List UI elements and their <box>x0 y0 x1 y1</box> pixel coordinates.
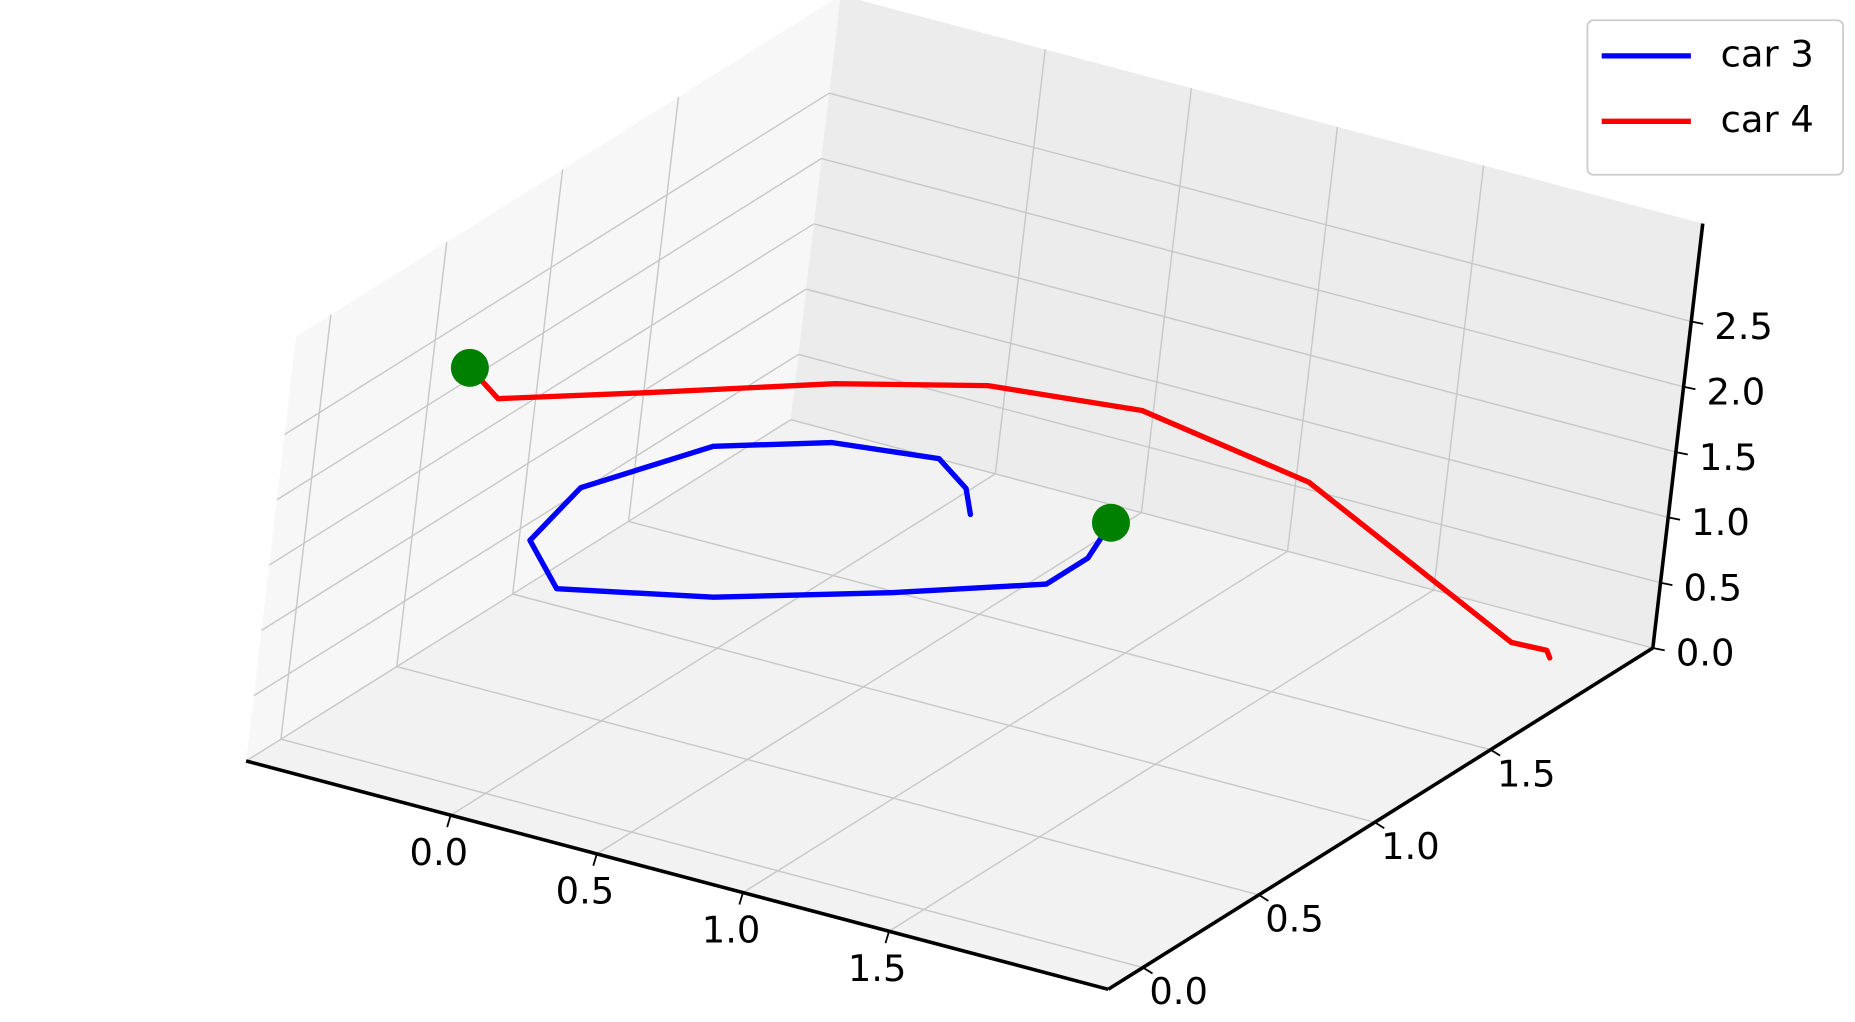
y-tick-label: 0.5 <box>1265 898 1324 941</box>
z-tick <box>1675 451 1688 456</box>
grid-line <box>396 665 1260 896</box>
grid-line <box>396 242 448 667</box>
x-tick-label: 1.5 <box>848 947 907 990</box>
back-pane <box>790 0 1703 649</box>
x-tick-label: 0.5 <box>556 870 615 913</box>
z-axis <box>1651 223 1705 649</box>
grid-line <box>596 512 1142 855</box>
grid-line <box>280 738 1144 969</box>
grid-line <box>512 593 1375 823</box>
z-tick-label: 2.5 <box>1714 305 1773 348</box>
grid-line <box>253 353 799 697</box>
grid-line <box>1286 126 1339 552</box>
start-marker <box>450 348 489 387</box>
grid-line <box>450 473 996 816</box>
grid-line <box>798 353 1661 584</box>
legend-label: car 4 <box>1721 98 1814 141</box>
grid-line <box>994 49 1046 474</box>
z-tick-label: 2.0 <box>1707 370 1766 413</box>
grid-line <box>828 92 1692 323</box>
grid-line <box>821 157 1684 388</box>
grid-line <box>627 96 680 522</box>
floor-pane <box>246 419 1653 990</box>
grid-line <box>245 419 792 762</box>
trajectory <box>467 365 1553 661</box>
z-tick-label: 1.5 <box>1699 436 1758 479</box>
x-tick <box>592 853 598 867</box>
z-tick <box>1668 516 1681 521</box>
y-tick <box>1490 748 1501 757</box>
legend: car 3 car 4 <box>1586 19 1844 176</box>
grid-line <box>284 92 830 436</box>
grid-line <box>1140 88 1193 513</box>
z-tick <box>1652 647 1665 652</box>
grid-line <box>813 223 1677 453</box>
y-tick-label: 1.0 <box>1381 825 1440 868</box>
y-tick-label: 0.0 <box>1149 970 1208 1013</box>
grid-line <box>276 157 822 501</box>
x-tick <box>884 931 890 944</box>
z-tick-label: 0.5 <box>1684 566 1743 609</box>
left-pane <box>246 0 841 762</box>
grid-line <box>888 589 1435 932</box>
z-tick <box>1660 581 1673 586</box>
z-tick <box>1691 320 1704 325</box>
x-tick-label: 0.0 <box>410 831 469 874</box>
z-tick <box>1683 385 1696 391</box>
start-marker <box>1091 503 1130 542</box>
trajectory <box>527 439 1114 600</box>
y-axis <box>1107 646 1654 991</box>
grid-line <box>1432 165 1485 591</box>
grid-line <box>511 169 564 595</box>
x-axis <box>245 759 1109 992</box>
grid-line <box>628 520 1491 751</box>
y-tick <box>1258 894 1269 902</box>
grid-line <box>280 314 332 740</box>
x-tick <box>738 892 744 905</box>
x-tick <box>446 814 452 828</box>
y-tick-label: 1.5 <box>1497 752 1556 795</box>
legend-label: car 3 <box>1721 32 1814 75</box>
z-tick-label: 1.0 <box>1691 501 1750 544</box>
z-tick-label: 0.0 <box>1676 632 1735 675</box>
grid-line <box>805 288 1669 519</box>
grid-line <box>742 550 1288 894</box>
grid-line <box>261 288 807 631</box>
legend-box <box>1586 19 1844 176</box>
y-tick <box>1374 821 1385 830</box>
y-tick <box>1142 966 1153 975</box>
x-tick-label: 1.0 <box>702 908 761 951</box>
